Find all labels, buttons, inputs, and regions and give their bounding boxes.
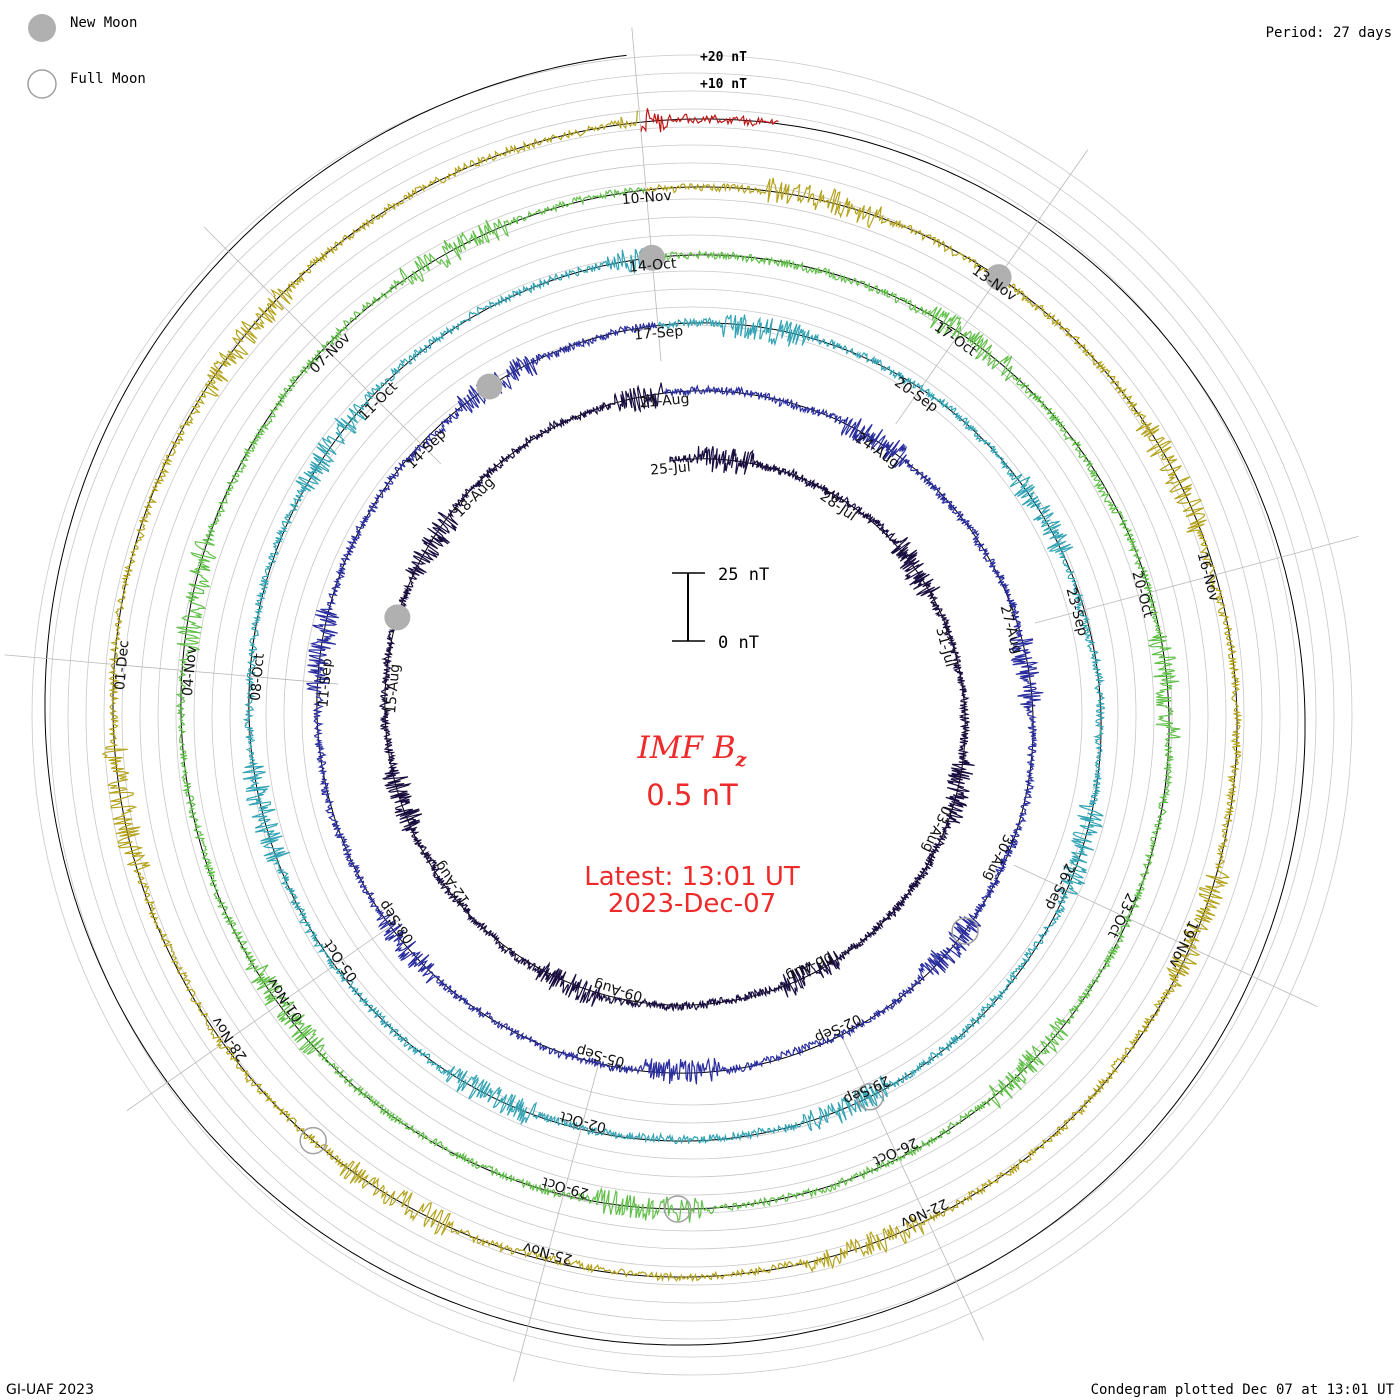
date-label: 25-Nov <box>522 1238 575 1266</box>
date-label: 11-Sep <box>315 658 335 709</box>
date-label: 31-Jul <box>932 626 958 669</box>
date-label: 14-Oct <box>628 256 677 276</box>
date-label: 15-Aug <box>383 663 403 714</box>
date-label: 16-Nov <box>1194 550 1222 603</box>
latest-time: Latest: 13:01 UT <box>584 862 800 892</box>
new-moon-marker <box>384 604 411 631</box>
latest-date: 2023-Dec-07 <box>608 889 776 919</box>
date-label: 25-Jul <box>650 459 692 478</box>
zero-baseline-spiral <box>44 54 1306 1346</box>
date-label: 23-Oct <box>1104 890 1139 940</box>
new-moon-marker <box>638 244 665 271</box>
plus20-ring-label: +20 nT <box>700 50 747 65</box>
series-traces <box>101 108 1243 1283</box>
date-label: 02-Sep <box>812 1010 864 1045</box>
series-rotation-4 <box>175 186 1181 1223</box>
full-moon-legend-marker <box>27 69 57 99</box>
date-label: 27-Aug <box>997 603 1025 655</box>
grid-ring <box>283 306 1101 1124</box>
full-moon-marker <box>299 1126 327 1155</box>
grid-ring <box>121 144 1263 1286</box>
chart-title: IMF Bz <box>637 730 748 771</box>
scale-bar-top-label: 25 nT <box>718 565 769 585</box>
date-label: 22-Nov <box>898 1195 950 1231</box>
period-label: Period: 27 days <box>1266 25 1392 41</box>
date-label: 30-Aug <box>980 832 1016 884</box>
grid-ring <box>85 108 1299 1322</box>
day-spoke <box>513 1057 601 1382</box>
day-spoke <box>631 27 662 362</box>
full-moon-marker <box>856 1083 884 1111</box>
date-label: 04-Nov <box>180 645 200 696</box>
series-rotation-1 <box>378 382 975 1013</box>
date-label: 06-Aug <box>783 948 835 984</box>
series-rotation-6 <box>640 108 779 133</box>
grid-ring <box>193 216 1191 1214</box>
date-label: 18-Aug <box>451 474 498 521</box>
full-moon-legend-label: Full Moon <box>70 71 146 87</box>
day-spoke <box>1034 536 1359 624</box>
grid-ring <box>211 234 1173 1196</box>
day-spoke <box>4 654 339 685</box>
grid-ring <box>139 162 1245 1268</box>
series-rotation-3 <box>242 245 1106 1145</box>
plus10-ring-label: +10 nT <box>700 77 747 92</box>
date-label: 12-Aug <box>432 858 474 908</box>
new-moon-legend-marker <box>28 14 56 42</box>
chart-title-subscript: z <box>735 749 748 771</box>
full-moon-marker <box>951 917 979 945</box>
date-label: 17-Sep <box>633 323 684 343</box>
grid-ring <box>103 126 1281 1304</box>
new-moon-legend-label: New Moon <box>70 15 137 31</box>
plotted-label: Condegram plotted Dec 07 at 13:01 UT <box>1091 1382 1395 1398</box>
full-moon-marker <box>663 1195 692 1223</box>
current-value: 0.5 nT <box>646 778 738 812</box>
grid-ring <box>157 180 1227 1250</box>
series-rotation-5 <box>101 110 1243 1283</box>
grid-ring <box>175 198 1209 1232</box>
date-label: 03-Aug <box>919 803 955 855</box>
new-moon-marker <box>985 264 1012 291</box>
day-spoke <box>1013 864 1318 1007</box>
grid-ring <box>49 72 1335 1358</box>
date-label: 01-Dec <box>112 640 132 691</box>
date-label: 10-Nov <box>621 188 672 208</box>
day-spoke <box>126 918 402 1112</box>
date-label: 21-Aug <box>639 391 690 411</box>
grid-ring <box>67 90 1317 1340</box>
date-label: 05-Oct <box>321 936 362 984</box>
grid-ring <box>31 54 1353 1376</box>
day-spokes <box>4 27 1359 1382</box>
date-label: 26-Oct <box>870 1134 920 1169</box>
scale-bar-bottom-label: 0 nT <box>718 633 759 653</box>
moon-markers <box>299 244 1012 1223</box>
new-moon-marker <box>476 373 503 400</box>
credit-label: GI-UAF 2023 <box>6 1382 94 1398</box>
chart-title-main: IMF B <box>637 730 736 766</box>
series-rotation-2 <box>305 320 1044 1085</box>
date-label: 02-Oct <box>558 1107 608 1135</box>
date-label: 19-Nov <box>1165 918 1201 970</box>
date-label: 08-Oct <box>248 652 268 701</box>
